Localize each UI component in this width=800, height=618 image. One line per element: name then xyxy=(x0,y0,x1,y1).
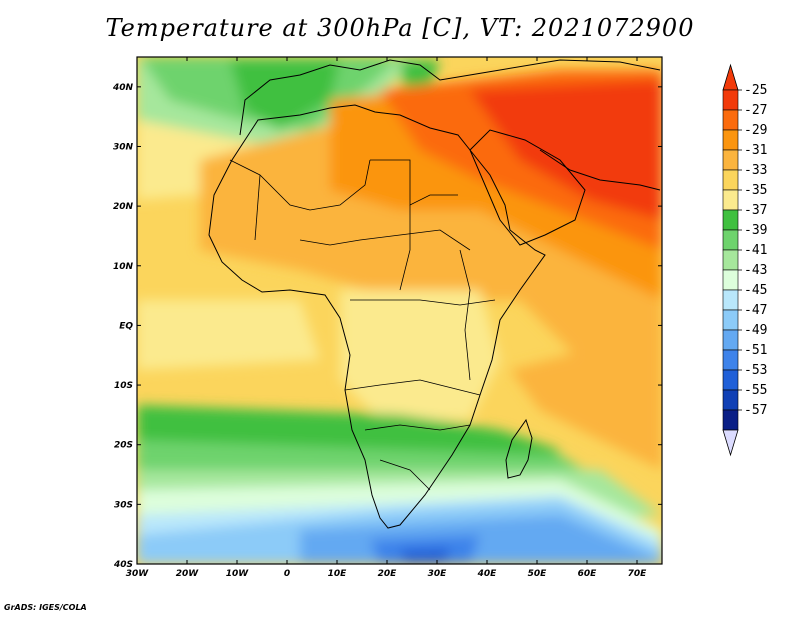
colorbar-swatch xyxy=(722,129,739,151)
colorbar-label: -47 xyxy=(744,303,767,318)
colorbar-label: -33 xyxy=(744,163,767,178)
lon-tick-label: 50E xyxy=(528,569,548,579)
colorbar-swatch xyxy=(722,309,739,331)
colorbar-swatch xyxy=(722,249,739,271)
europe-coastline xyxy=(239,59,661,136)
lon-tick-label: 10E xyxy=(328,569,348,579)
colorbar: -25 -27 -29 -31 -33 -35 -37 -39 -41 -43 -45 -47 -49 -… xyxy=(722,63,767,457)
plot-frame xyxy=(136,56,663,565)
colorbar-swatch xyxy=(722,409,739,431)
credit-text: GrADS: IGES/COLA xyxy=(4,603,87,612)
lon-tick-label: 20E xyxy=(378,569,398,579)
colorbar-swatch xyxy=(722,169,739,191)
lat-tick-label: EQ xyxy=(119,321,133,331)
colorbar-swatch xyxy=(722,149,739,171)
lat-tick-label: 40N xyxy=(112,83,134,93)
lon-tick-label: 10W xyxy=(226,569,250,579)
persian-gulf-coastline xyxy=(539,149,661,191)
colorbar-swatch xyxy=(722,329,739,351)
colorbar-top-arrow xyxy=(722,63,739,91)
lon-tick-label: 40E xyxy=(477,569,498,579)
lat-tick-label: 30S xyxy=(114,500,133,510)
axis-ticks xyxy=(136,57,662,565)
colorbar-label: -35 xyxy=(744,183,767,198)
colorbar-label: -51 xyxy=(744,343,767,358)
lon-tick-label: 20W xyxy=(176,569,200,579)
lon-tick-label: 60E xyxy=(578,569,598,579)
colorbar-label: -57 xyxy=(744,403,767,418)
map-title: Temperature at 300hPa [C], VT: 202107290… xyxy=(105,14,695,42)
lon-tick-label: 70E xyxy=(628,569,648,579)
africa-coastline xyxy=(208,104,546,529)
lat-tick-label: 10S xyxy=(114,381,133,391)
lat-tick-label: 20S xyxy=(114,441,133,451)
colorbar-swatch xyxy=(722,189,739,211)
colorbar-label: -41 xyxy=(744,243,767,258)
colorbar-swatch xyxy=(722,389,739,411)
colorbar-label: -53 xyxy=(744,363,767,378)
colorbar-swatch xyxy=(722,89,739,111)
colorbar-label: -55 xyxy=(744,383,767,398)
colorbar-label: -31 xyxy=(744,143,767,158)
lat-tick-label: 40S xyxy=(113,560,133,570)
colorbar-swatch xyxy=(722,229,739,251)
colorbar-swatch xyxy=(722,289,739,311)
temperature-field xyxy=(137,57,662,564)
lat-axis-labels: 40N 30N 20N 10N EQ 10S 20S 30S 40S xyxy=(112,83,134,570)
colorbar-swatch xyxy=(722,109,739,131)
colorbar-swatch xyxy=(722,269,739,291)
lon-tick-label: 30W xyxy=(126,569,150,579)
arabia-coastline xyxy=(469,129,586,246)
colorbar-label: -27 xyxy=(744,103,767,118)
colorbar-label: -45 xyxy=(744,283,767,298)
colorbar-label: -29 xyxy=(744,123,767,138)
colorbar-swatch xyxy=(722,209,739,231)
borders xyxy=(229,159,496,491)
colorbar-label: -49 xyxy=(744,323,767,338)
colorbar-label: -43 xyxy=(744,263,767,278)
madagascar-coastline xyxy=(505,418,533,479)
colorbar-swatch xyxy=(722,349,739,371)
coastlines xyxy=(208,59,661,529)
colorbar-swatch xyxy=(722,369,739,391)
lon-tick-label: 30E xyxy=(428,569,448,579)
lat-tick-label: 20N xyxy=(113,202,134,212)
colorbar-bottom-arrow xyxy=(722,429,739,457)
lon-tick-label: 0 xyxy=(284,569,290,579)
lat-tick-label: 10N xyxy=(113,262,134,272)
colorbar-label: -25 xyxy=(744,83,767,98)
colorbar-label: -39 xyxy=(744,223,767,238)
lon-axis-labels: 30W 20W 10W 0 10E 20E 30E 40E 50E 60E 70E xyxy=(126,569,647,579)
lat-tick-label: 30N xyxy=(113,142,134,152)
colorbar-label: -37 xyxy=(744,203,767,218)
